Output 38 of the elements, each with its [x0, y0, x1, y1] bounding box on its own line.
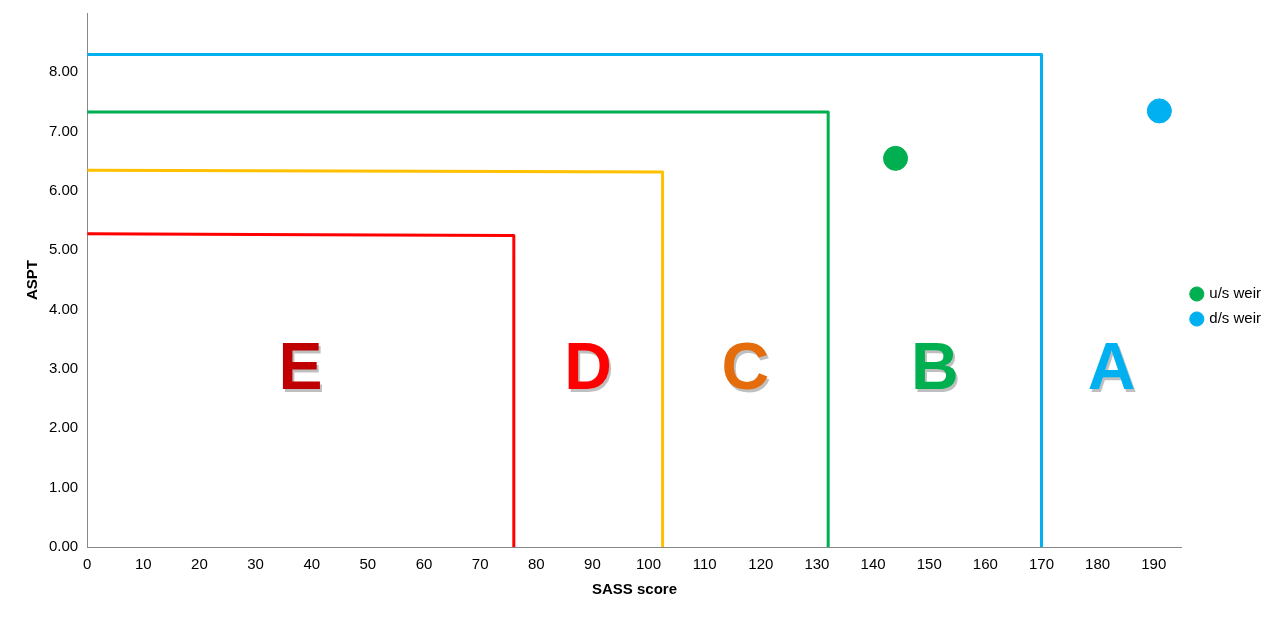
x-tick-label: 0 [83, 555, 92, 573]
y-tick-label: 1.00 [48, 477, 79, 495]
x-tick-label: 90 [584, 555, 601, 573]
x-tick-label: 10 [134, 555, 152, 573]
annotation: C [723, 331, 772, 406]
annotation: E [280, 331, 325, 406]
y-tick-label: 0.00 [48, 537, 79, 555]
x-axis-title: SASS score [591, 580, 678, 598]
y-tick-label: 6.00 [48, 181, 79, 199]
legend-label: d/s weir [1209, 309, 1262, 327]
y-tick-label: 8.00 [48, 62, 79, 80]
x-tick-label: 190 [1141, 555, 1167, 573]
x-tick-label: 110 [692, 555, 717, 573]
x-tick-label: 160 [972, 555, 998, 573]
y-tick-label: 2.00 [48, 418, 79, 436]
x-tick-label: 150 [916, 555, 942, 573]
annotation: D [566, 331, 615, 406]
x-tick-label: 20 [191, 555, 208, 573]
y-tick-label: 4.00 [48, 299, 79, 317]
y-tick-label: 7.00 [48, 121, 79, 139]
x-tick-label: 60 [415, 555, 433, 573]
x-tick-label: 50 [359, 555, 377, 573]
y-tick-label: 5.00 [48, 240, 79, 258]
x-tick-label: 140 [860, 555, 886, 573]
x-tick-label: 40 [303, 555, 321, 573]
x-tick-label: 120 [748, 555, 774, 573]
x-tick-label: 30 [247, 555, 264, 573]
x-tick-label: 70 [471, 555, 489, 573]
x-tick-label: 170 [1028, 555, 1054, 573]
legend-label: u/s weir [1209, 284, 1262, 302]
annotation: B [912, 331, 961, 406]
y-tick-label: 3.00 [48, 359, 79, 377]
x-tick-label: 180 [1085, 555, 1111, 573]
x-tick-label: 130 [804, 555, 830, 573]
x-tick-label: 100 [636, 555, 662, 573]
y-axis-title: ASPT [23, 259, 41, 301]
x-tick-label: 80 [527, 555, 545, 573]
annotation: A [1089, 331, 1138, 406]
